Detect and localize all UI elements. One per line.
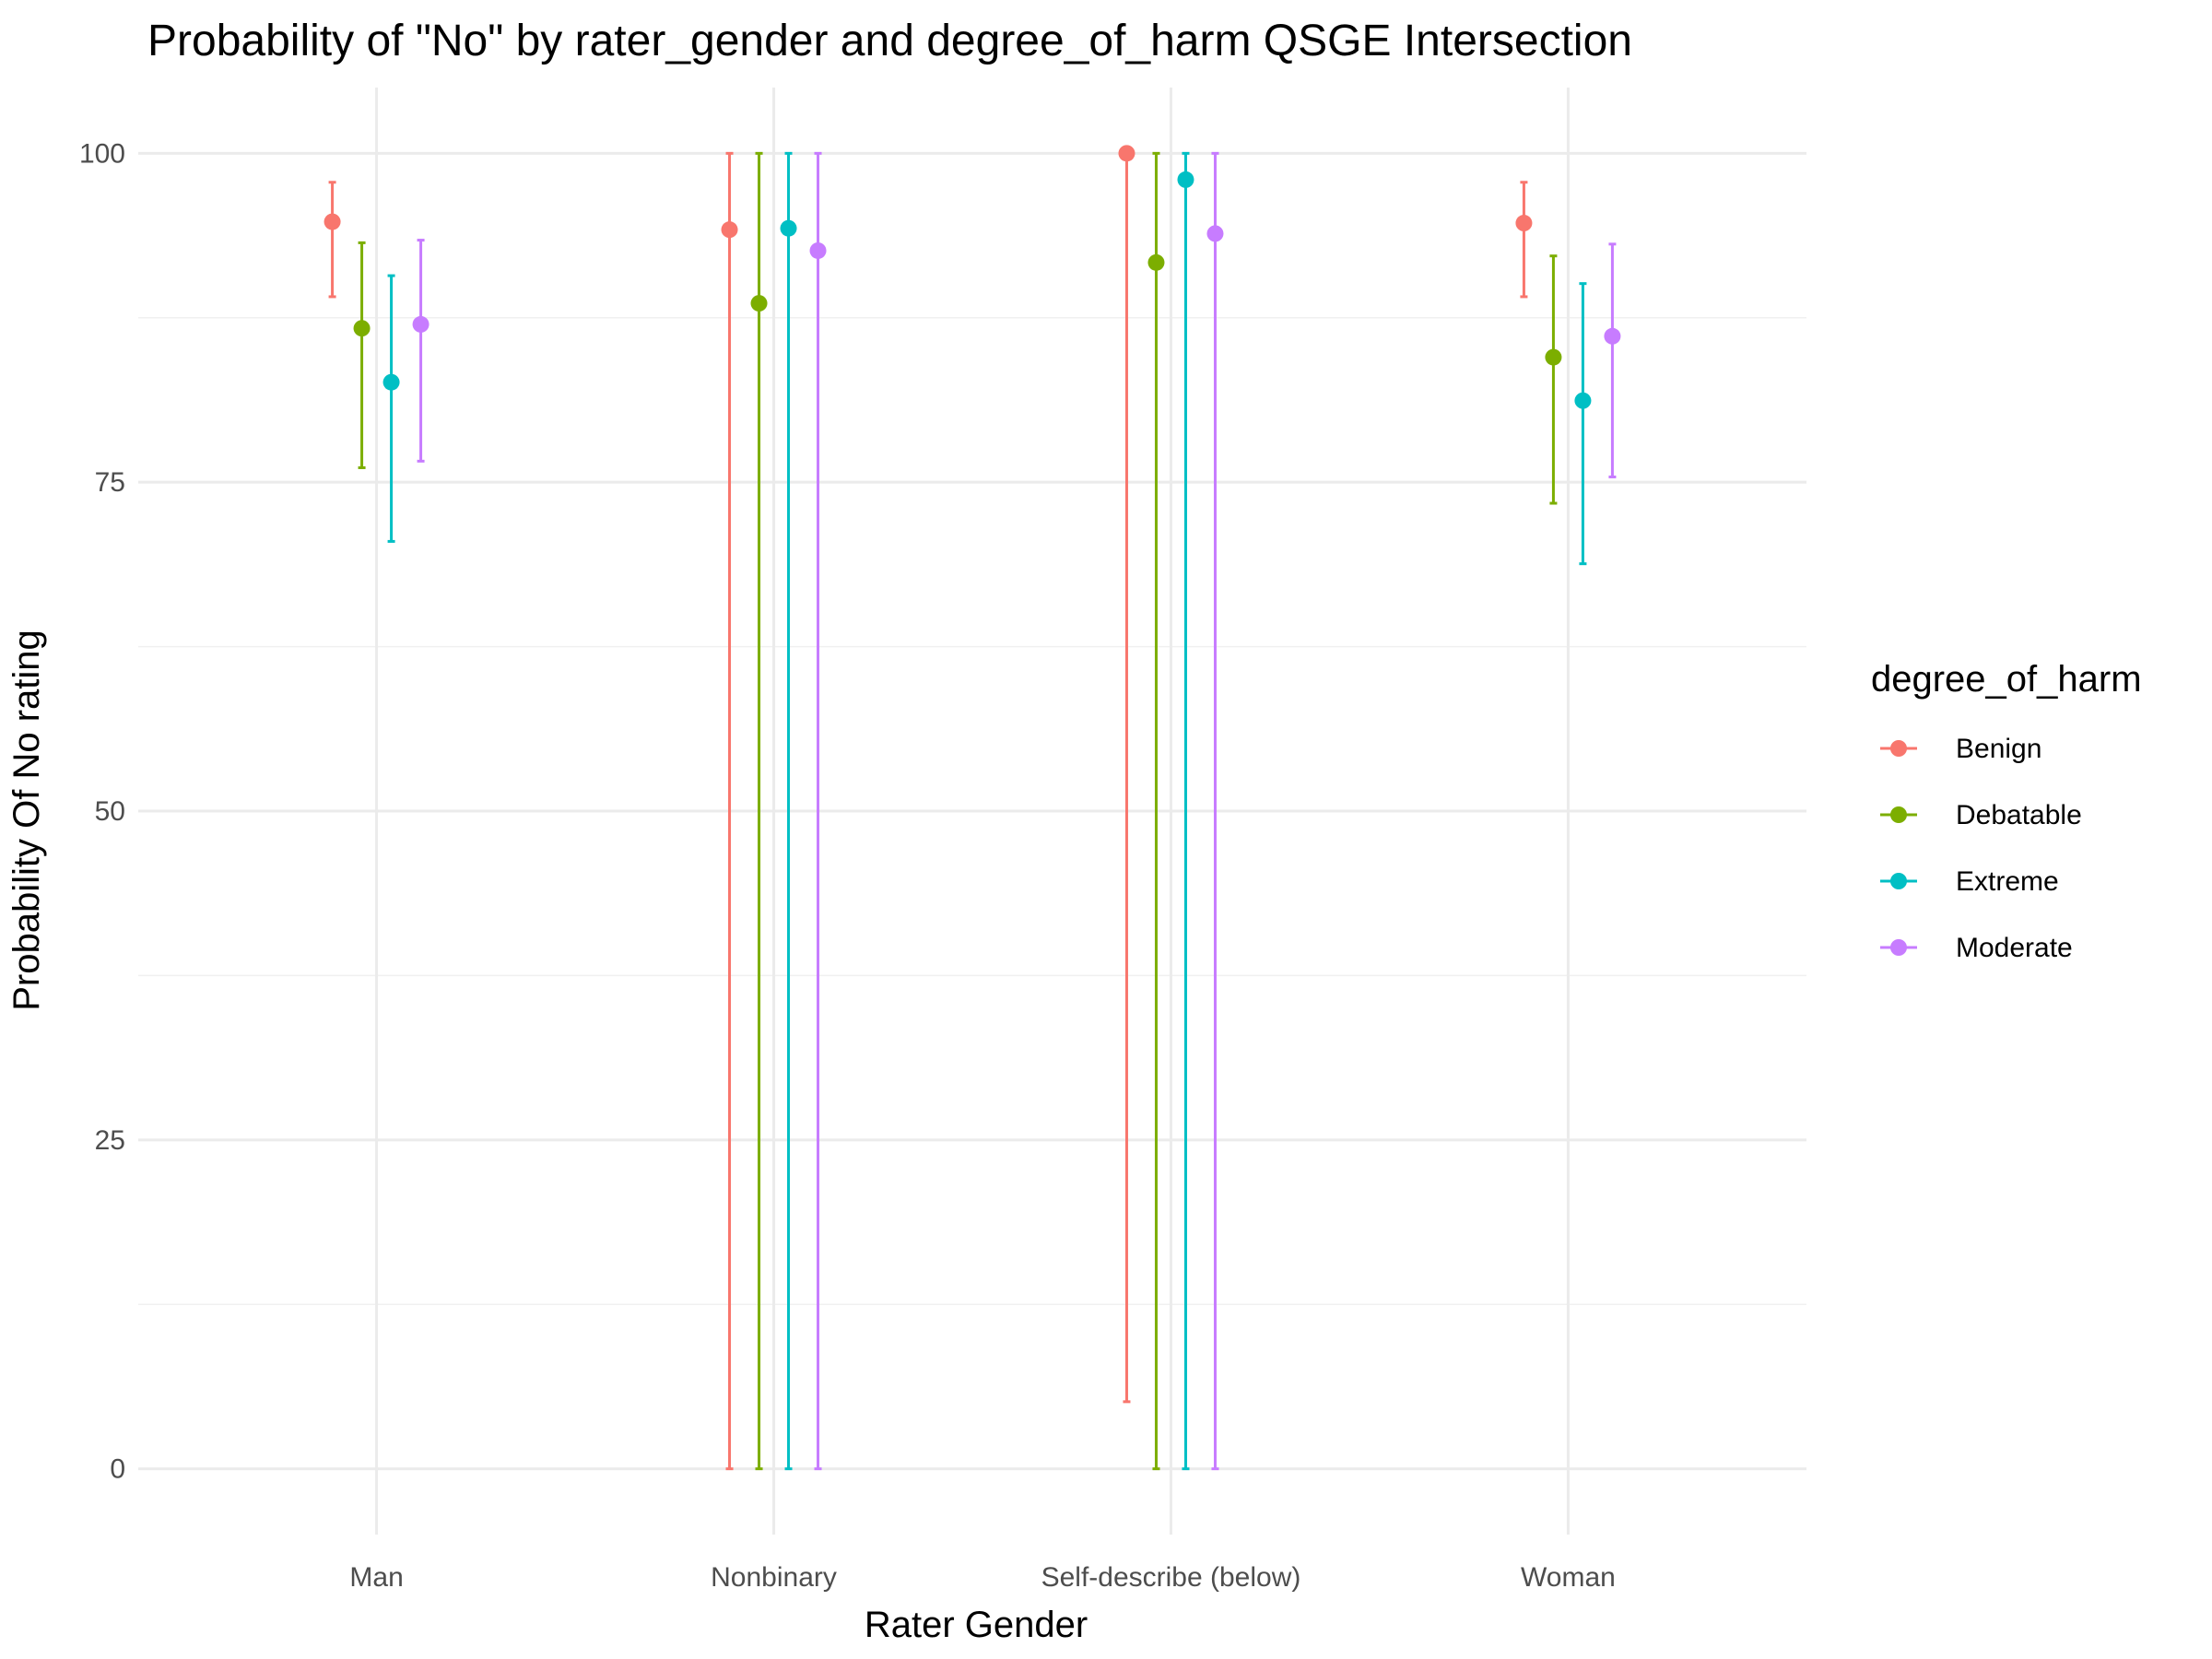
point-benign xyxy=(324,213,341,230)
legend-key-point xyxy=(1890,939,1907,956)
y-tick-label: 100 xyxy=(79,138,125,169)
legend-title: degree_of_harm xyxy=(1871,659,2142,700)
errorbar-benign xyxy=(1118,145,1135,1404)
legend-label: Debatable xyxy=(1956,800,2082,830)
point-debatable xyxy=(750,295,768,312)
x-tick-label: Man xyxy=(349,1562,403,1593)
point-moderate xyxy=(1604,327,1621,345)
point-benign xyxy=(1515,215,1533,232)
point-debatable xyxy=(353,320,371,337)
x-axis-title: Rater Gender xyxy=(865,1605,1088,1645)
legend-key-point xyxy=(1890,873,1907,889)
point-moderate xyxy=(1206,225,1224,242)
legend-label: Moderate xyxy=(1956,933,2073,963)
x-tick-label: Self-describe (below) xyxy=(1041,1562,1301,1593)
legend-label: Benign xyxy=(1956,734,2041,764)
errorbar-extreme xyxy=(1177,151,1194,1471)
errorbar-benign xyxy=(1515,181,1533,299)
errorbar-extreme xyxy=(780,151,797,1471)
errorbar-debatable xyxy=(750,151,768,1471)
point-debatable xyxy=(1545,348,1562,366)
y-tick-label: 50 xyxy=(95,796,125,827)
x-tick-label: Woman xyxy=(1521,1562,1616,1593)
errorbar-moderate xyxy=(412,239,429,463)
errorbar-benign xyxy=(721,151,738,1471)
errorbar-debatable xyxy=(353,241,371,469)
errorbar-moderate xyxy=(809,151,827,1471)
point-moderate xyxy=(412,315,429,333)
legend-item-debatable: Debatable xyxy=(1880,800,2082,830)
point-debatable xyxy=(1147,253,1165,271)
legend-item-moderate: Moderate xyxy=(1880,933,2073,963)
y-tick-label: 25 xyxy=(95,1125,125,1156)
point-extreme xyxy=(1177,171,1194,188)
legend-label: Extreme xyxy=(1956,866,2059,897)
point-moderate xyxy=(809,241,827,259)
errorbar-debatable xyxy=(1545,254,1562,505)
y-axis-title: Probability Of No rating xyxy=(6,629,47,1011)
point-benign xyxy=(1118,145,1135,162)
errorbar-moderate xyxy=(1604,242,1621,478)
point-extreme xyxy=(1574,392,1592,409)
legend-item-benign: Benign xyxy=(1880,734,2041,764)
y-tick-label: 0 xyxy=(110,1454,125,1485)
grid xyxy=(138,88,1806,1535)
errorbar-benign xyxy=(324,181,341,299)
legend-item-extreme: Extreme xyxy=(1880,866,2059,897)
errorbar-debatable xyxy=(1147,151,1165,1471)
chart-title: Probability of "No" by rater_gender and … xyxy=(147,17,1632,65)
y-tick-label: 75 xyxy=(95,467,125,498)
errorbar-extreme xyxy=(1574,282,1592,566)
legend: degree_of_harm Benign Debatable Extreme Mod… xyxy=(1871,659,2142,963)
point-extreme xyxy=(780,219,797,237)
point-extreme xyxy=(382,373,400,391)
x-tick-label: Nonbinary xyxy=(711,1562,837,1593)
errorbar-extreme xyxy=(382,274,400,543)
legend-key-point xyxy=(1890,740,1907,757)
errorbar-moderate xyxy=(1206,151,1224,1471)
point-benign xyxy=(721,221,738,239)
axis-ticks: 0 25 50 75 100 Man Nonbinary Self-describe (bel… xyxy=(79,138,1616,1593)
legend-key-point xyxy=(1890,806,1907,823)
chart-marks xyxy=(324,145,1621,1471)
